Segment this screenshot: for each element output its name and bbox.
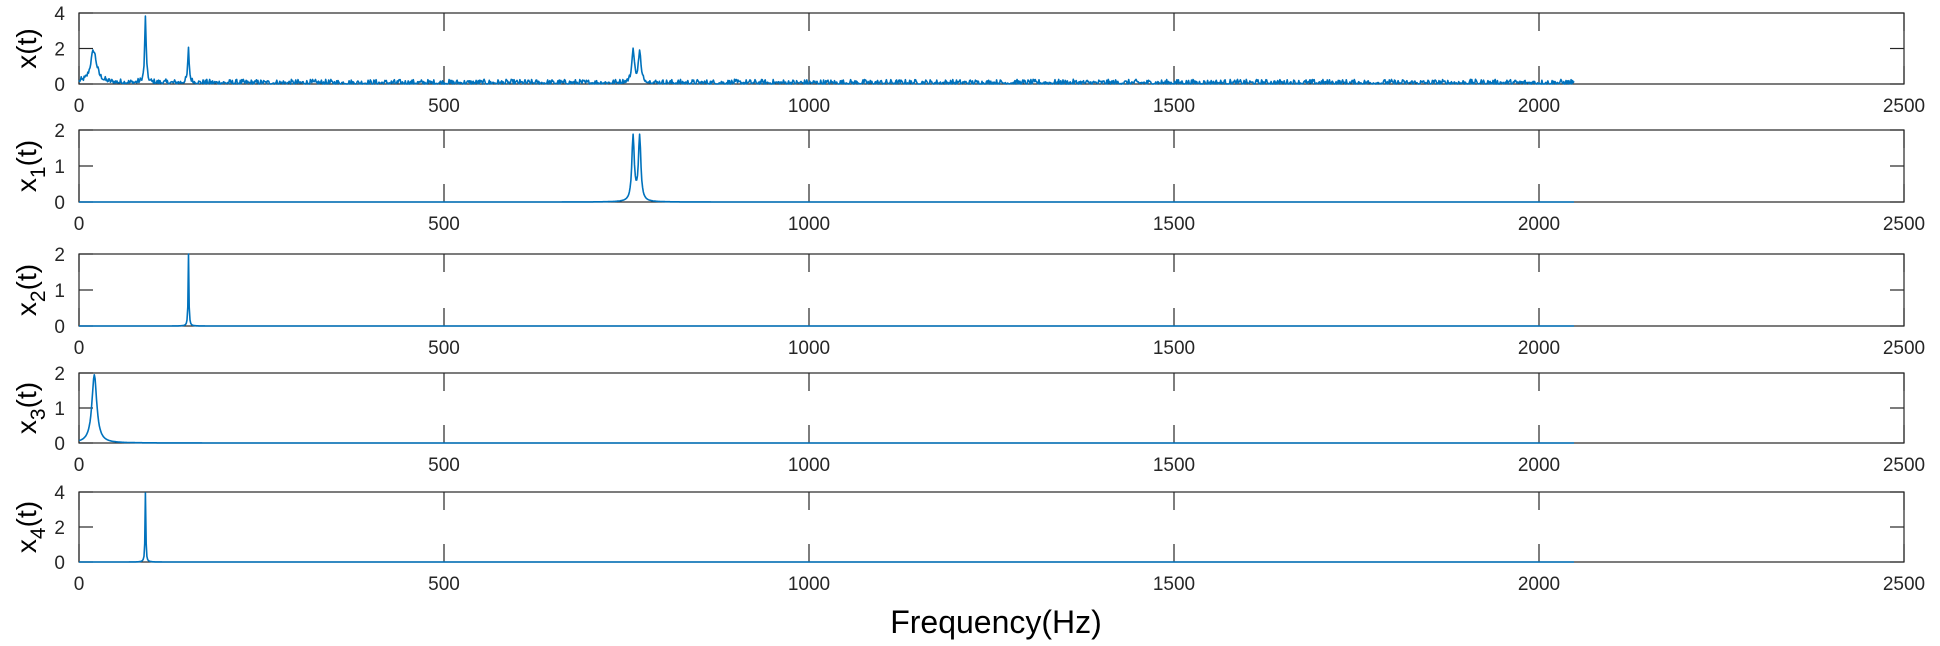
x-tick-label: 0 <box>74 96 85 117</box>
axes-box <box>78 12 1905 85</box>
y-tick-label: 0 <box>54 193 65 214</box>
series-line-x1 <box>78 133 1575 203</box>
y-axis-label-x4: x4(t) <box>11 501 50 553</box>
subplot-x: 0 500 1000 1500 2000 2500 0 2 4 x(t) <box>11 4 1925 117</box>
axes-box <box>78 491 1905 563</box>
x-tick-label: 1500 <box>1153 574 1195 595</box>
x-tick-label: 2500 <box>1883 338 1925 359</box>
x-tick-label: 1500 <box>1153 214 1195 235</box>
axes-box <box>78 372 1905 444</box>
y-tick-label: 1 <box>54 281 65 302</box>
y-axis-label-x3: x3(t) <box>11 382 50 434</box>
y-tick-label: 2 <box>54 121 65 142</box>
x-tick-label: 500 <box>428 574 460 595</box>
subplot-x4: 0 500 1000 1500 2000 2500 0 2 4x4(t) <box>11 483 1925 595</box>
axes-box <box>78 129 1905 203</box>
x-tick-label: 1500 <box>1153 455 1195 476</box>
x-tick-label: 1000 <box>788 96 830 117</box>
x-tick-label: 1000 <box>788 574 830 595</box>
x-tick-label: 500 <box>428 338 460 359</box>
x-axis-label: Frequency(Hz) <box>890 604 1102 640</box>
y-tick-label: 2 <box>54 245 65 266</box>
y-tick-label: 0 <box>54 434 65 455</box>
series-line-x3 <box>78 373 1575 444</box>
x-tick-label: 2000 <box>1518 96 1560 117</box>
subplot-x1: 0 500 1000 1500 2000 2500 0 1 2x1(t) <box>11 121 1925 235</box>
series-line-x <box>78 15 1575 85</box>
x-tick-label: 500 <box>428 96 460 117</box>
y-tick-label: 2 <box>54 518 65 539</box>
y-axis-label-x: x(t) <box>11 28 42 68</box>
axes-box <box>78 253 1905 327</box>
x-tick-label: 0 <box>74 338 85 359</box>
x-tick-label: 0 <box>74 214 85 235</box>
x-tick-label: 0 <box>74 574 85 595</box>
subplot-x3: 0 500 1000 1500 2000 2500 0 1 2x3(t) <box>11 364 1925 476</box>
x-tick-label: 2000 <box>1518 455 1560 476</box>
x-tick-label: 1000 <box>788 455 830 476</box>
y-tick-label: 4 <box>54 4 65 25</box>
x-tick-label: 2000 <box>1518 574 1560 595</box>
x-tick-label: 1000 <box>788 338 830 359</box>
x-tick-label: 1500 <box>1153 96 1195 117</box>
y-tick-label: 0 <box>54 317 65 338</box>
x-tick-label: 2500 <box>1883 574 1925 595</box>
x-tick-label: 0 <box>74 455 85 476</box>
y-tick-label: 1 <box>54 399 65 420</box>
y-tick-label: 2 <box>54 364 65 385</box>
x-tick-label: 2500 <box>1883 96 1925 117</box>
y-tick-label: 2 <box>54 40 65 61</box>
x-tick-label: 1000 <box>788 214 830 235</box>
y-tick-label: 4 <box>54 483 65 504</box>
x-tick-label: 2000 <box>1518 214 1560 235</box>
y-tick-label: 0 <box>54 553 65 574</box>
subplot-x2: 0 500 1000 1500 2000 2500 0 1 2x2(t) <box>11 245 1925 359</box>
x-tick-label: 2500 <box>1883 214 1925 235</box>
y-tick-label: 1 <box>54 157 65 178</box>
x-tick-label: 1500 <box>1153 338 1195 359</box>
x-tick-label: 500 <box>428 214 460 235</box>
y-axis-label-x1: x1(t) <box>11 140 50 192</box>
y-tick-label: 0 <box>54 75 65 96</box>
x-tick-label: 500 <box>428 455 460 476</box>
x-tick-label: 2500 <box>1883 455 1925 476</box>
series-line-x2 <box>78 253 1575 327</box>
x-tick-label: 2000 <box>1518 338 1560 359</box>
y-axis-label-x2: x2(t) <box>11 264 50 316</box>
series-line-x4 <box>78 492 1575 563</box>
